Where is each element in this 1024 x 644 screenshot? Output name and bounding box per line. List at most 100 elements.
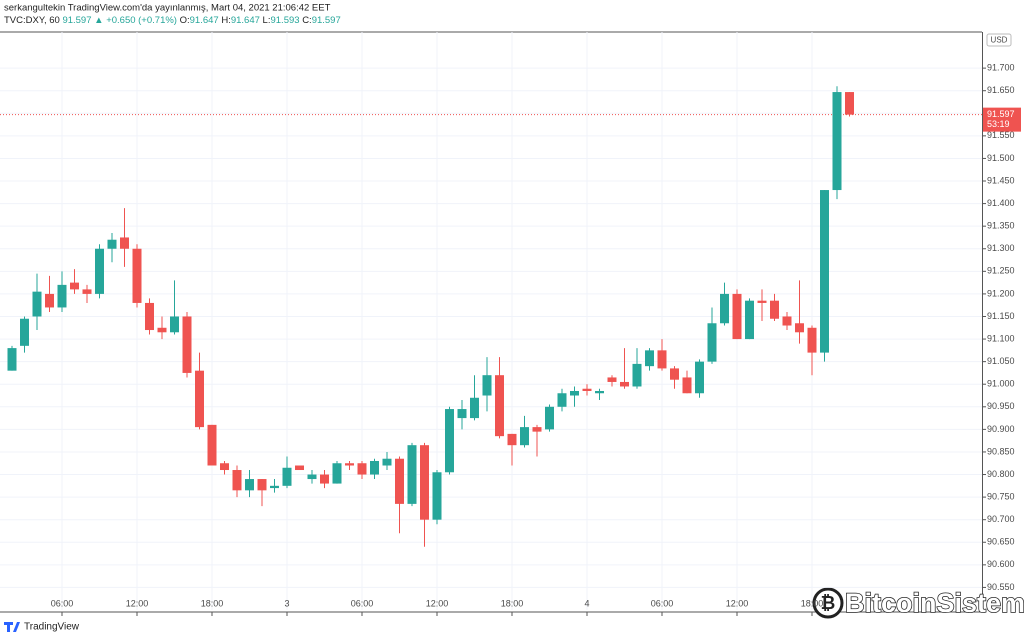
y-tick-label: 90.850 <box>987 446 1015 456</box>
candle-body <box>107 239 117 249</box>
candle-body <box>557 393 567 407</box>
ohlc-value: 91.597 <box>312 15 341 26</box>
ohlc-value: 91.647 <box>231 15 260 26</box>
candle-body <box>707 323 717 362</box>
candle-body <box>520 427 529 446</box>
y-tick-label: 91.050 <box>987 356 1015 366</box>
candle-body <box>320 474 329 484</box>
candle-body <box>145 302 154 331</box>
candle-body <box>7 348 17 371</box>
ohlc-key: C: <box>302 15 312 26</box>
candle-body <box>832 92 842 191</box>
x-tick-label: 06:00 <box>651 598 674 608</box>
change-arrow: ▲ <box>94 15 103 26</box>
header-line1: serkangultekin TradingView.com'da yayınl… <box>4 3 331 14</box>
candle-body <box>257 479 267 491</box>
price: 91.597 <box>62 15 91 26</box>
candle-body <box>357 463 367 475</box>
y-tick-label: 91.000 <box>987 379 1015 389</box>
candle-body <box>207 424 217 466</box>
candle-body <box>482 375 492 396</box>
candle-body <box>757 300 767 303</box>
candle-body <box>382 458 392 466</box>
candle-body <box>807 327 817 353</box>
candle-body <box>57 284 67 308</box>
y-tick-label: 91.550 <box>987 130 1015 140</box>
watermark-text: BitcoinSistemi <box>845 588 1024 618</box>
x-tick-label: 12:00 <box>726 598 749 608</box>
candle-body <box>407 445 417 504</box>
candle-body <box>695 361 704 394</box>
candle-body <box>82 289 92 294</box>
candle-body <box>170 316 179 333</box>
x-tick-label: 18:00 <box>801 598 824 608</box>
y-tick-label: 90.700 <box>987 514 1015 524</box>
footer-brand: TradingView <box>24 622 80 633</box>
y-tick-label: 91.350 <box>987 221 1015 231</box>
x-tick-label: 06:00 <box>51 598 74 608</box>
y-tick-label: 91.400 <box>987 198 1015 208</box>
candle-body <box>670 368 679 380</box>
candle-body <box>470 397 479 419</box>
candle-body <box>20 318 29 346</box>
candle-body <box>657 350 667 369</box>
candle-body <box>570 390 579 396</box>
header-line2-text: TVC:DXY, 60 91.597 ▲ +0.650 (+0.71%) O:9… <box>4 15 341 26</box>
candle-body <box>495 375 504 437</box>
header-line2: TVC:DXY, 60 91.597 ▲ +0.650 (+0.71%) O:9… <box>4 15 341 26</box>
y-tick-label: 90.900 <box>987 424 1015 434</box>
candle-body <box>732 293 742 340</box>
footer-logo: TradingView <box>4 622 80 633</box>
candle-body <box>395 458 404 504</box>
candle-body <box>595 390 604 394</box>
candle-body <box>795 323 804 333</box>
y-tick-label: 90.600 <box>987 559 1015 569</box>
candle-body <box>845 92 854 115</box>
y-tick-label: 91.700 <box>987 63 1015 73</box>
symbol: TVC:DXY, 60 <box>4 15 60 26</box>
candle-body <box>32 291 42 317</box>
x-tick-label: 3 <box>284 598 289 608</box>
candle-body <box>370 460 379 475</box>
candle-body <box>682 377 692 394</box>
y-tick-label: 90.800 <box>987 469 1015 479</box>
x-tick-label: 12:00 <box>426 598 449 608</box>
ohlc-value: 91.593 <box>270 15 299 26</box>
candle-body <box>70 282 79 290</box>
x-tick-label: 12:00 <box>126 598 149 608</box>
change: +0.650 (+0.71%) <box>106 15 177 26</box>
candle-body <box>770 300 779 319</box>
candle-body <box>457 409 467 419</box>
candle-body <box>270 485 279 489</box>
ohlc-key: L: <box>263 15 271 26</box>
y-tick-label: 90.550 <box>987 582 1015 592</box>
candle-body <box>157 327 167 333</box>
y-tick-label: 90.750 <box>987 491 1015 501</box>
candle-body <box>582 388 592 391</box>
last-price-label: 91.597 <box>987 109 1015 119</box>
svg-text:₿: ₿ <box>821 593 836 613</box>
y-tick-label: 91.300 <box>987 243 1015 253</box>
candle-body <box>132 248 142 303</box>
candle-body <box>632 363 642 387</box>
y-tick-label: 91.500 <box>987 153 1015 163</box>
candle-body <box>820 190 829 353</box>
ohlc-value: 91.647 <box>190 15 219 26</box>
x-tick-label: 06:00 <box>351 598 374 608</box>
y-tick-label: 91.200 <box>987 288 1015 298</box>
y-tick-label: 91.450 <box>987 175 1015 185</box>
candle-body <box>420 445 429 520</box>
candle-body <box>620 381 629 387</box>
candle-body <box>245 479 254 491</box>
y-tick-label: 90.950 <box>987 401 1015 411</box>
ohlc-key: H: <box>221 15 231 26</box>
candle-body <box>720 293 729 324</box>
candle-body <box>307 474 317 480</box>
countdown: 53:19 <box>987 119 1010 129</box>
candle-body <box>195 370 204 428</box>
y-tick-label: 91.100 <box>987 333 1015 343</box>
ohlc-key: O: <box>180 15 190 26</box>
candle-body <box>645 350 654 367</box>
